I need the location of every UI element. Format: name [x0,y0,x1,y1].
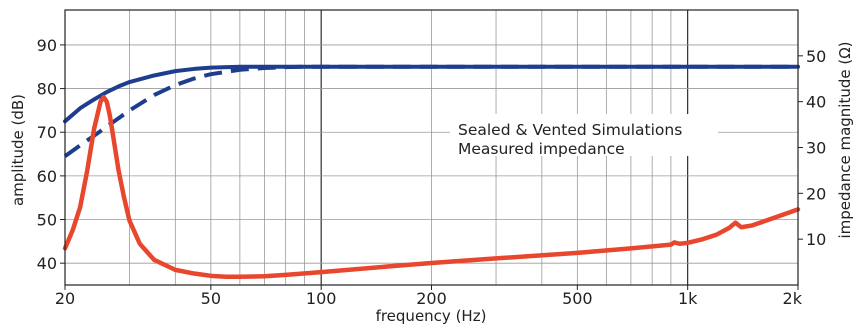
y-tick-label: 50 [37,211,57,230]
x-axis-title: frequency (Hz) [376,307,487,325]
x-tick-label: 100 [306,289,337,308]
y2-tick-label: 40 [806,93,826,112]
axes: 40 50 60 70 80 90 10 20 30 40 50 20 50 100 200 500 1k 2k [37,36,827,308]
series-line-vented-simulation [63,64,798,158]
x-tick-label: 500 [562,289,593,308]
y-tick-label: 80 [37,80,57,99]
y-tick-label: 70 [37,123,57,142]
annotation-simulations: Sealed & Vented Simulations [458,121,682,139]
y2-tick-label: 10 [806,230,826,249]
y-tick-label: 90 [37,36,57,55]
x-tick-label: 2k [783,289,803,308]
y2-axis-title: impedance magnitude (Ω) [836,41,854,238]
y-tick-label: 60 [37,167,57,186]
y-axis-title: amplitude (dB) [9,94,27,206]
annotation-impedance: Measured impedance [458,140,625,158]
annotation-group: Sealed & Vented Simulations Measured imp… [450,114,718,158]
y2-tick-label: 50 [806,47,826,66]
series-group [62,64,801,279]
x-tick-label: 20 [55,289,75,308]
x-tick-label: 200 [416,289,447,308]
y2-tick-label: 20 [806,184,826,203]
x-tick-label: 1k [678,289,698,308]
y2-tick-label: 30 [806,139,826,158]
x-tick-label: 50 [201,289,221,308]
series-line-measured-impedance [62,94,801,279]
y-tick-label: 40 [37,254,57,273]
annotation-background [450,114,718,156]
